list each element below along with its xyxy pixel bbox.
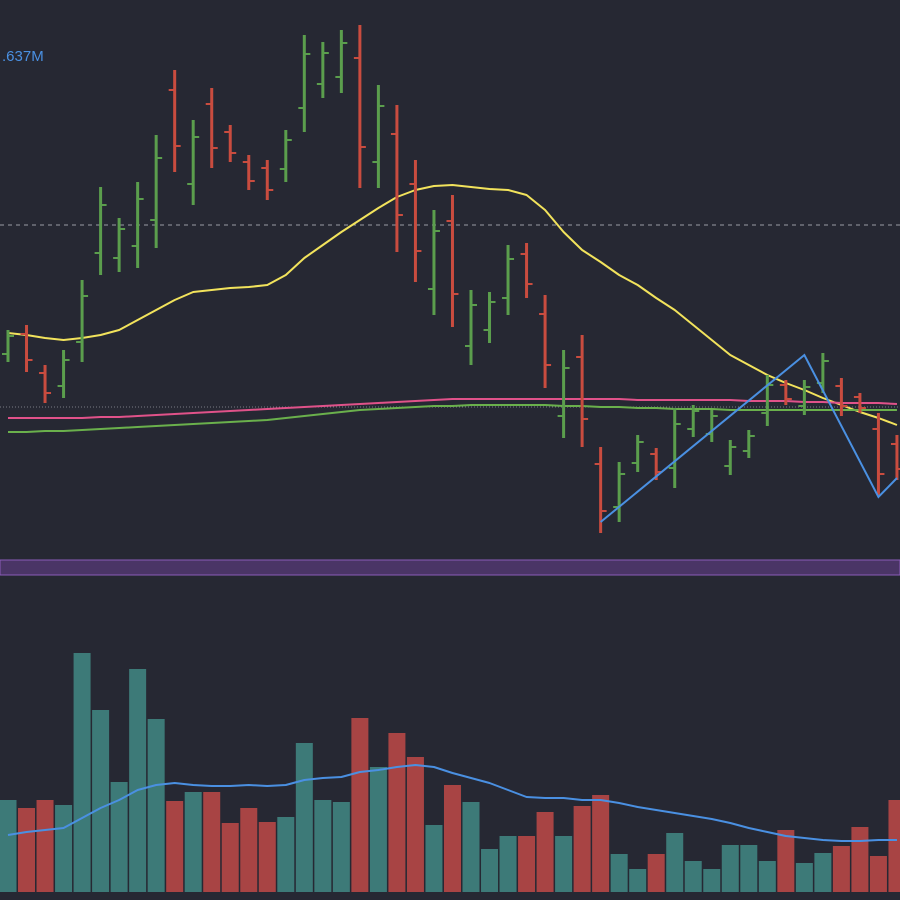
volume-bar bbox=[184, 792, 202, 892]
volume-bar bbox=[203, 792, 221, 892]
volume-bar bbox=[73, 653, 91, 892]
volume-bar bbox=[277, 817, 295, 892]
volume-label: .637M bbox=[2, 48, 44, 65]
volume-bar bbox=[166, 801, 184, 892]
pane-separator bbox=[0, 559, 900, 576]
volume-bar bbox=[55, 805, 73, 892]
volume-bar bbox=[388, 733, 406, 892]
volume-bar bbox=[851, 827, 869, 892]
volume-bar bbox=[462, 802, 480, 892]
volume-bar bbox=[536, 812, 554, 892]
volume-bar bbox=[295, 743, 313, 892]
volume-bar bbox=[332, 802, 350, 892]
volume-bar bbox=[888, 800, 900, 892]
volume-bar bbox=[518, 836, 536, 892]
volume-bar bbox=[777, 830, 795, 892]
volume-ma bbox=[7, 764, 897, 842]
volume-bar bbox=[666, 833, 684, 892]
moving-average bbox=[7, 184, 898, 426]
zigzag bbox=[600, 353, 898, 523]
volume-bar bbox=[814, 853, 832, 892]
volume-bar bbox=[425, 825, 443, 892]
volume-bar bbox=[129, 669, 147, 892]
volume-bar bbox=[592, 795, 610, 892]
volume-bar bbox=[721, 845, 739, 892]
volume-bar bbox=[869, 856, 887, 892]
volume-bar bbox=[684, 861, 702, 892]
volume-bar bbox=[110, 782, 128, 892]
volume-bar bbox=[740, 845, 758, 892]
volume-bar bbox=[647, 854, 665, 892]
volume-bar bbox=[832, 846, 850, 892]
volume-bar bbox=[795, 863, 813, 892]
volume-bar bbox=[481, 849, 499, 892]
volume-bar bbox=[258, 822, 276, 892]
volume-bar bbox=[351, 718, 369, 892]
volume-bar bbox=[406, 757, 424, 892]
volume-bar bbox=[18, 808, 36, 892]
moving-average bbox=[8, 404, 897, 433]
volume-bar bbox=[499, 836, 517, 892]
volume-bar bbox=[758, 861, 776, 892]
volume-bar bbox=[147, 719, 165, 892]
volume-bar bbox=[0, 800, 17, 892]
volume-bar bbox=[314, 800, 332, 892]
volume-bar bbox=[443, 785, 461, 892]
volume-bar bbox=[221, 823, 239, 892]
volume-bar bbox=[92, 710, 110, 892]
volume-bar bbox=[573, 806, 591, 892]
volume-bar bbox=[610, 854, 628, 892]
volume-bar bbox=[240, 808, 258, 892]
volume-bar bbox=[703, 869, 721, 892]
volume-bar bbox=[555, 836, 573, 892]
volume-bar bbox=[369, 767, 387, 892]
volume-bar bbox=[36, 800, 54, 892]
volume-bar bbox=[629, 869, 647, 892]
